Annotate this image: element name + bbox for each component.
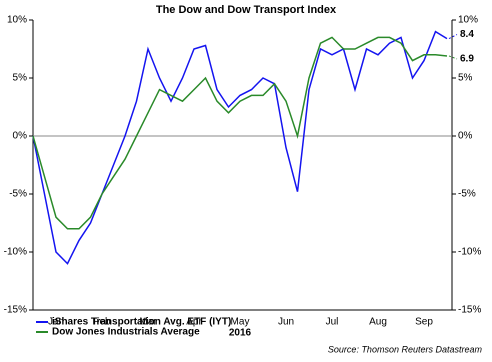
- end-value-label: 6.9: [460, 54, 474, 65]
- series-line: [32, 30, 448, 265]
- y-tick-label: -10%: [4, 247, 27, 258]
- y-tick-label: -5%: [9, 189, 27, 200]
- y2-tick-label: 0%: [458, 131, 473, 142]
- source: Source: Thomson Reuters Datastream: [328, 344, 483, 354]
- y2-tick-label: 5%: [458, 73, 473, 84]
- legend-label: Dow Jones Industrials Average: [52, 327, 200, 338]
- legend-label: iShares Transportation Avg. ETF (IYT): [52, 317, 231, 328]
- chart-title: The Dow and Dow Transport Index: [156, 4, 337, 16]
- x-tick-label: Mar: [139, 317, 157, 328]
- x-tick-label: Apr: [186, 317, 202, 328]
- y-tick-label: 0%: [13, 131, 28, 142]
- x-tick-label: Feb: [93, 317, 111, 328]
- x-tick-label: Aug: [369, 317, 387, 328]
- y2-tick-label: -15%: [458, 305, 481, 316]
- label-leader: [448, 55, 458, 60]
- y-tick-label: 10%: [7, 15, 27, 26]
- x-tick-label: Sep: [415, 317, 433, 328]
- y-tick-label: 5%: [13, 73, 28, 84]
- end-value-label: 8.4: [460, 29, 474, 40]
- x-tick-label: Jun: [278, 317, 294, 328]
- x-axis-label: 2016: [229, 328, 252, 339]
- x-tick-label: May: [231, 317, 250, 328]
- y2-tick-label: -5%: [458, 189, 476, 200]
- x-tick-label: Jan: [48, 317, 64, 328]
- y-tick-label: -15%: [4, 305, 27, 316]
- y2-tick-label: -10%: [458, 247, 481, 258]
- series-line: [32, 36, 448, 230]
- label-leader: [448, 34, 458, 40]
- x-tick-label: Jul: [326, 317, 339, 328]
- y2-tick-label: 10%: [458, 15, 478, 26]
